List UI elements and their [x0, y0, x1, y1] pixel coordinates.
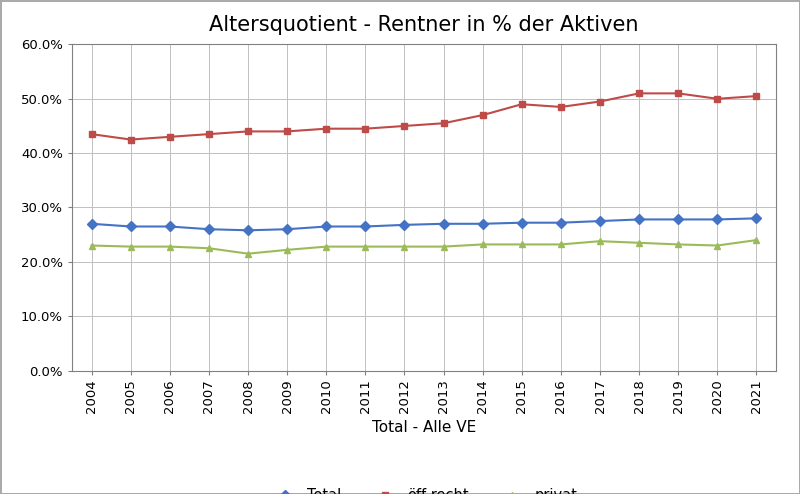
öff-recht [322, 125, 331, 131]
privat [126, 244, 135, 249]
Total [752, 215, 762, 221]
Line: privat: privat [88, 237, 760, 257]
privat [517, 242, 526, 247]
privat [438, 244, 448, 249]
Total [595, 218, 605, 224]
Total [361, 223, 370, 229]
privat [752, 237, 762, 243]
öff-recht [126, 136, 135, 142]
privat [243, 250, 253, 257]
privat [478, 242, 487, 247]
öff-recht [204, 131, 214, 137]
Total [713, 216, 722, 222]
X-axis label: Total - Alle VE: Total - Alle VE [372, 420, 476, 435]
Legend: Total, öff-recht, privat: Total, öff-recht, privat [265, 482, 583, 494]
Total [634, 216, 644, 222]
öff-recht [634, 90, 644, 96]
Total [556, 220, 566, 226]
Line: Total: Total [88, 215, 760, 234]
privat [322, 244, 331, 249]
privat [165, 244, 174, 249]
öff-recht [243, 128, 253, 134]
privat [634, 240, 644, 246]
Total [126, 223, 135, 229]
Total [438, 221, 448, 227]
privat [282, 247, 292, 253]
Total [204, 226, 214, 232]
Total [243, 227, 253, 233]
privat [556, 242, 566, 247]
privat [204, 246, 214, 251]
privat [595, 238, 605, 244]
öff-recht [165, 134, 174, 140]
Line: öff-recht: öff-recht [88, 90, 760, 143]
Title: Altersquotient - Rentner in % der Aktiven: Altersquotient - Rentner in % der Aktive… [210, 14, 638, 35]
öff-recht [674, 90, 683, 96]
privat [713, 243, 722, 248]
öff-recht [752, 93, 762, 99]
öff-recht [361, 125, 370, 131]
öff-recht [556, 104, 566, 110]
öff-recht [595, 98, 605, 104]
Total [322, 223, 331, 229]
Total [400, 222, 410, 228]
öff-recht [517, 101, 526, 107]
Total [517, 220, 526, 226]
Total [86, 221, 96, 227]
Total [674, 216, 683, 222]
privat [674, 242, 683, 247]
privat [86, 243, 96, 248]
öff-recht [438, 120, 448, 126]
öff-recht [400, 123, 410, 129]
öff-recht [86, 131, 96, 137]
privat [361, 244, 370, 249]
öff-recht [713, 96, 722, 102]
Total [282, 226, 292, 232]
öff-recht [478, 112, 487, 118]
öff-recht [282, 128, 292, 134]
Total [165, 223, 174, 229]
privat [400, 244, 410, 249]
Total [478, 221, 487, 227]
